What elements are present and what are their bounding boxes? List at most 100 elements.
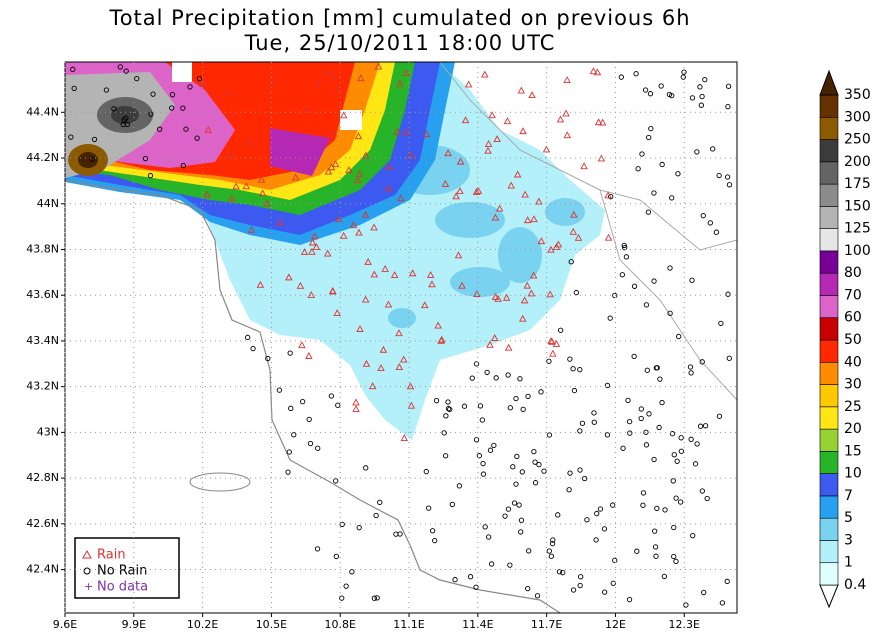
station-dry [607,315,613,321]
station-dry [700,212,706,219]
station-dry [111,106,117,112]
station-dry [429,528,436,534]
station-dry [620,445,626,451]
station-rain [381,265,389,272]
station-rain [323,249,332,257]
station-dry [661,573,668,580]
y-tick-label: 42.4N [26,563,59,576]
station-dry [658,83,664,89]
station-dry [634,548,640,554]
station-dry [676,333,682,340]
station-dry [726,182,733,188]
station-rain [474,187,483,194]
station-rain [300,248,309,256]
station-rain [204,125,212,133]
station-dry [591,419,597,425]
station-rain [569,227,578,235]
y-tick-label: 42.8N [26,471,59,484]
station-rain [263,199,271,207]
colorbar-label: 175 [844,176,871,192]
x-tick-label: 10.8E [324,618,355,631]
x-tick-label: 11.4E [462,618,493,631]
station-dry [560,570,566,576]
station-rain [535,197,543,205]
station-dry [626,418,633,425]
station-dry [659,161,665,168]
station-dry [612,557,618,563]
colorbar-label: 60 [844,310,862,326]
station-rain [385,163,393,171]
colorbar-band [819,495,839,519]
station-rain [444,149,452,157]
station-dry [505,372,511,378]
station-dry [333,478,339,484]
station-rain [223,88,232,96]
station-dry [675,171,681,177]
station-dry [653,553,659,559]
station-dry [725,83,732,89]
station-rain [523,281,531,289]
station-dry [669,195,675,201]
station-dry [549,540,556,547]
x-tick-label: 12E [605,618,626,631]
station-dry [180,105,186,111]
station-dry [456,483,463,489]
station-dry [577,366,583,373]
y-tick-label: 43.2N [26,380,59,393]
station-dry [619,272,625,278]
station-dry [673,495,679,501]
station-dry [639,151,645,157]
station-rain [434,321,442,329]
station-dry [432,537,438,544]
station-rain [352,405,360,412]
station-rain [407,401,416,409]
colorbar-band [819,361,839,385]
colorbar-band [819,161,839,185]
station-rain [495,204,504,212]
colorbar-label: 30 [844,377,862,393]
station-dry [546,432,553,438]
colorbar-label: 0.4 [844,577,866,593]
colorbar-band [819,451,839,474]
station-rain [491,292,500,300]
colorbar-label: 100 [844,243,871,259]
x-tick-label: 9.6E [53,618,77,631]
station-rain [303,104,311,112]
station-dry [546,548,552,554]
station-rain [493,135,501,143]
station-rain [556,115,565,123]
station-rain [276,218,284,226]
station-rain [486,340,494,348]
border [599,189,738,401]
station-dry [300,398,306,405]
legend-symbol [82,549,92,559]
station-rain [329,73,337,81]
station-dry [532,459,538,465]
station-dry [333,553,339,560]
station-rain [547,245,555,253]
station-dry [582,475,588,482]
station-rain [456,157,465,165]
station-dry [349,569,355,575]
station-rain [546,290,554,298]
station-rain [307,290,316,298]
station-rain [374,62,383,70]
station-dry [643,429,649,435]
station-dry [689,277,695,283]
colorbar-label: 1 [844,555,853,571]
station-dry [662,507,668,513]
station-dry [646,411,652,417]
station-rain [484,146,492,154]
station-rain [390,271,399,278]
station-rain [349,221,358,229]
station-dry [724,578,730,584]
station-rain [523,216,532,224]
station-dry [442,453,449,459]
station-dry [674,458,680,464]
station-rain [256,280,265,288]
station-dry [597,506,604,512]
station-rain [503,117,512,125]
station-rain [364,257,372,265]
station-dry [467,574,474,580]
station-dry [724,174,731,180]
